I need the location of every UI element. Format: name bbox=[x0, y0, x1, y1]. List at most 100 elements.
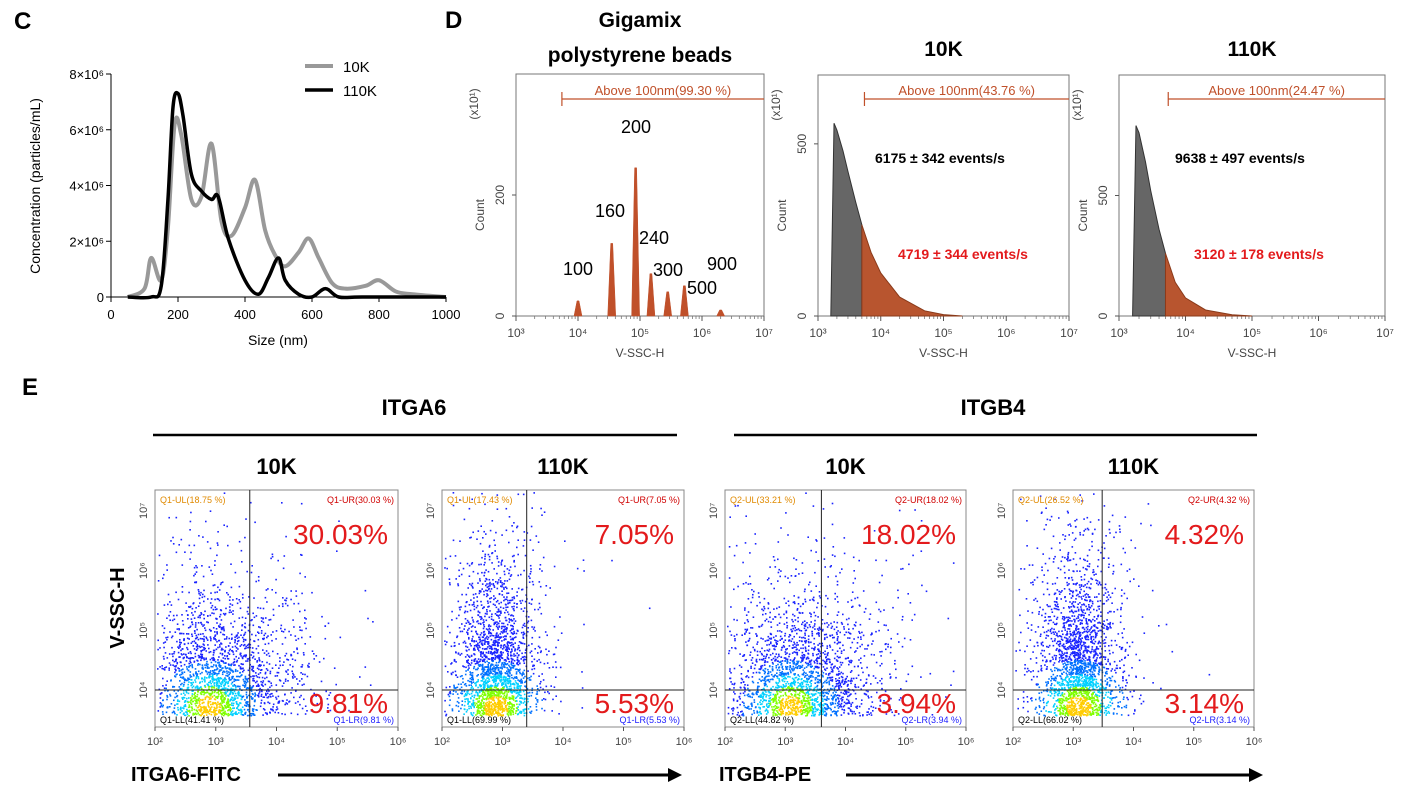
e-dot bbox=[453, 687, 456, 689]
e-dot bbox=[494, 647, 496, 650]
e-dot bbox=[199, 594, 202, 596]
e-dot bbox=[222, 633, 224, 636]
e-dot bbox=[198, 655, 201, 657]
e-dot bbox=[247, 687, 250, 689]
e-dot bbox=[260, 699, 263, 702]
e-dot bbox=[203, 705, 205, 708]
e-dot bbox=[481, 712, 484, 715]
e-dot bbox=[224, 657, 226, 660]
e-dot bbox=[463, 704, 466, 707]
e-dot bbox=[170, 604, 173, 606]
e-dot bbox=[498, 654, 500, 656]
e-dot bbox=[271, 555, 274, 558]
e-dot bbox=[483, 687, 486, 690]
e-dot bbox=[160, 705, 163, 707]
e-dot bbox=[260, 617, 263, 619]
e-dot bbox=[210, 592, 212, 594]
e-dot bbox=[208, 667, 210, 669]
e-dot bbox=[176, 614, 178, 617]
e-dot bbox=[487, 629, 489, 631]
e-dot bbox=[278, 700, 281, 702]
e-dot bbox=[581, 707, 584, 709]
e-dot bbox=[481, 676, 483, 679]
e-dot bbox=[497, 709, 499, 712]
e-dot bbox=[229, 603, 232, 605]
e-dot bbox=[841, 698, 844, 701]
e-dot bbox=[464, 618, 467, 620]
e-dot bbox=[498, 626, 501, 628]
e-dot bbox=[212, 659, 214, 661]
e-dot bbox=[523, 698, 526, 701]
e-dot bbox=[364, 589, 367, 592]
e-dot bbox=[489, 665, 492, 668]
e-dot bbox=[764, 678, 766, 680]
e-dot bbox=[844, 678, 847, 681]
e-dot bbox=[244, 686, 246, 688]
e-dot bbox=[182, 698, 184, 700]
e-dot bbox=[188, 704, 191, 706]
e-dot bbox=[182, 668, 184, 671]
e-dot bbox=[158, 688, 161, 691]
d-x-tick-label: 10⁴ bbox=[1176, 326, 1195, 340]
e-dot bbox=[226, 700, 229, 702]
e-y-tick-label: 10⁵ bbox=[138, 622, 150, 639]
e-dot bbox=[469, 623, 472, 625]
e-dot bbox=[217, 684, 219, 687]
e-dot bbox=[182, 696, 185, 699]
e-dot bbox=[481, 617, 483, 620]
e-dot bbox=[194, 610, 196, 613]
e-dot bbox=[178, 647, 180, 649]
e-dot bbox=[501, 594, 504, 596]
e-dot bbox=[267, 642, 270, 645]
e-dot bbox=[476, 538, 478, 540]
e-dot bbox=[497, 622, 500, 625]
e-dot bbox=[236, 661, 238, 663]
e-dot bbox=[522, 659, 525, 661]
e-dot bbox=[495, 625, 498, 628]
e-dot bbox=[199, 708, 202, 710]
e-dot bbox=[226, 704, 229, 706]
e-dot bbox=[254, 658, 256, 660]
e-dot bbox=[214, 711, 216, 713]
e-dot bbox=[468, 667, 470, 669]
e-dot bbox=[258, 684, 260, 687]
e-dot bbox=[210, 692, 213, 695]
e-dot bbox=[490, 713, 492, 715]
e-dot bbox=[201, 702, 204, 705]
e-dot bbox=[531, 636, 534, 639]
e-dot bbox=[214, 644, 216, 646]
e-dot bbox=[491, 663, 494, 666]
e-dot bbox=[282, 597, 284, 599]
e-dot bbox=[784, 704, 787, 707]
e-dot bbox=[513, 605, 515, 608]
e-dot bbox=[885, 648, 887, 651]
e-dot bbox=[489, 672, 492, 674]
e-dot bbox=[814, 646, 816, 648]
e-dot bbox=[210, 606, 213, 609]
e-dot bbox=[747, 676, 750, 679]
e-dot bbox=[503, 628, 505, 631]
e-dot bbox=[214, 638, 216, 640]
e-dot bbox=[270, 708, 273, 711]
e-dot bbox=[482, 713, 485, 716]
e-dot bbox=[496, 650, 498, 652]
e-dot bbox=[519, 600, 521, 602]
e-dot bbox=[218, 589, 221, 591]
e-dot bbox=[260, 693, 263, 696]
e-dot bbox=[508, 660, 510, 663]
e-dot bbox=[796, 632, 798, 635]
e-dot bbox=[522, 637, 525, 639]
e-dot bbox=[504, 679, 506, 681]
e-dot bbox=[524, 697, 527, 700]
e-dot bbox=[520, 712, 523, 714]
e-dot bbox=[216, 608, 218, 610]
e-dot bbox=[488, 709, 490, 711]
e-dot bbox=[778, 679, 781, 682]
e-dot bbox=[488, 680, 491, 682]
e-dot bbox=[217, 701, 219, 703]
e-dot bbox=[511, 588, 513, 590]
e-dot bbox=[766, 661, 769, 663]
e-dot bbox=[737, 504, 739, 507]
e-dot bbox=[202, 536, 204, 538]
d-x-tick-label: 10⁵ bbox=[1243, 326, 1261, 340]
